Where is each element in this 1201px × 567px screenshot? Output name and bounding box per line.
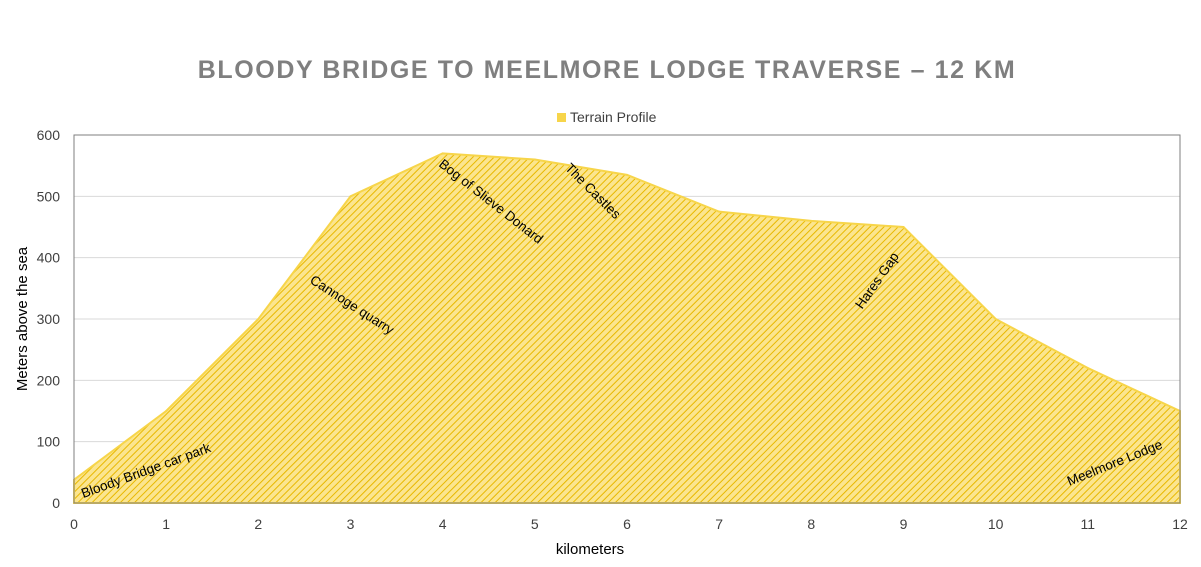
data-point (441, 152, 444, 155)
terrain-area (73, 152, 1181, 504)
data-point (165, 410, 168, 412)
terrain-profile-area (73, 152, 1181, 504)
x-tick-label: 3 (347, 516, 355, 532)
x-tick-label: 5 (531, 516, 539, 532)
x-tick-label: 11 (1081, 516, 1096, 532)
x-tick-label: 6 (623, 516, 631, 532)
x-tick-label: 9 (900, 516, 908, 532)
data-point (349, 195, 352, 198)
x-tick-label: 0 (70, 516, 78, 532)
y-tick-label: 500 (37, 188, 61, 204)
data-point (1086, 367, 1089, 370)
data-point (810, 219, 813, 222)
legend: Terrain Profile (557, 109, 657, 125)
data-point (626, 173, 628, 176)
chart-title: BLOODY BRIDGE TO MEELMORE LODGE TRAVERSE… (198, 56, 1017, 84)
data-point (902, 226, 905, 228)
x-tick-label: 7 (715, 516, 723, 532)
y-tick-label: 0 (52, 495, 60, 511)
y-axis-label: Meters above the sea (14, 246, 31, 391)
y-tick-label: 100 (37, 434, 61, 450)
x-tick-label: 2 (254, 516, 262, 532)
plot-border (73, 134, 1181, 504)
x-tick-label: 1 (162, 516, 170, 532)
data-point (533, 158, 536, 161)
y-tick-label: 600 (37, 127, 61, 143)
y-tick-label: 300 (37, 311, 61, 327)
legend-label: Terrain Profile (570, 109, 657, 125)
y-tick-label: 400 (37, 250, 61, 266)
x-tick-label: 12 (1172, 516, 1188, 532)
data-point (994, 318, 997, 320)
x-axis-ticks: 0 1 2 3 4 5 6 7 8 9 10 11 12 (70, 516, 1188, 532)
legend-swatch (557, 113, 566, 122)
x-tick-label: 8 (807, 516, 815, 532)
data-point (257, 318, 260, 320)
x-tick-label: 10 (988, 516, 1004, 532)
x-tick-label: 4 (439, 516, 447, 532)
y-tick-label: 200 (37, 372, 61, 388)
y-axis-ticks: 0 100 200 300 400 500 600 (37, 127, 61, 511)
x-axis-label: kilometers (556, 541, 624, 558)
data-point (718, 210, 721, 213)
